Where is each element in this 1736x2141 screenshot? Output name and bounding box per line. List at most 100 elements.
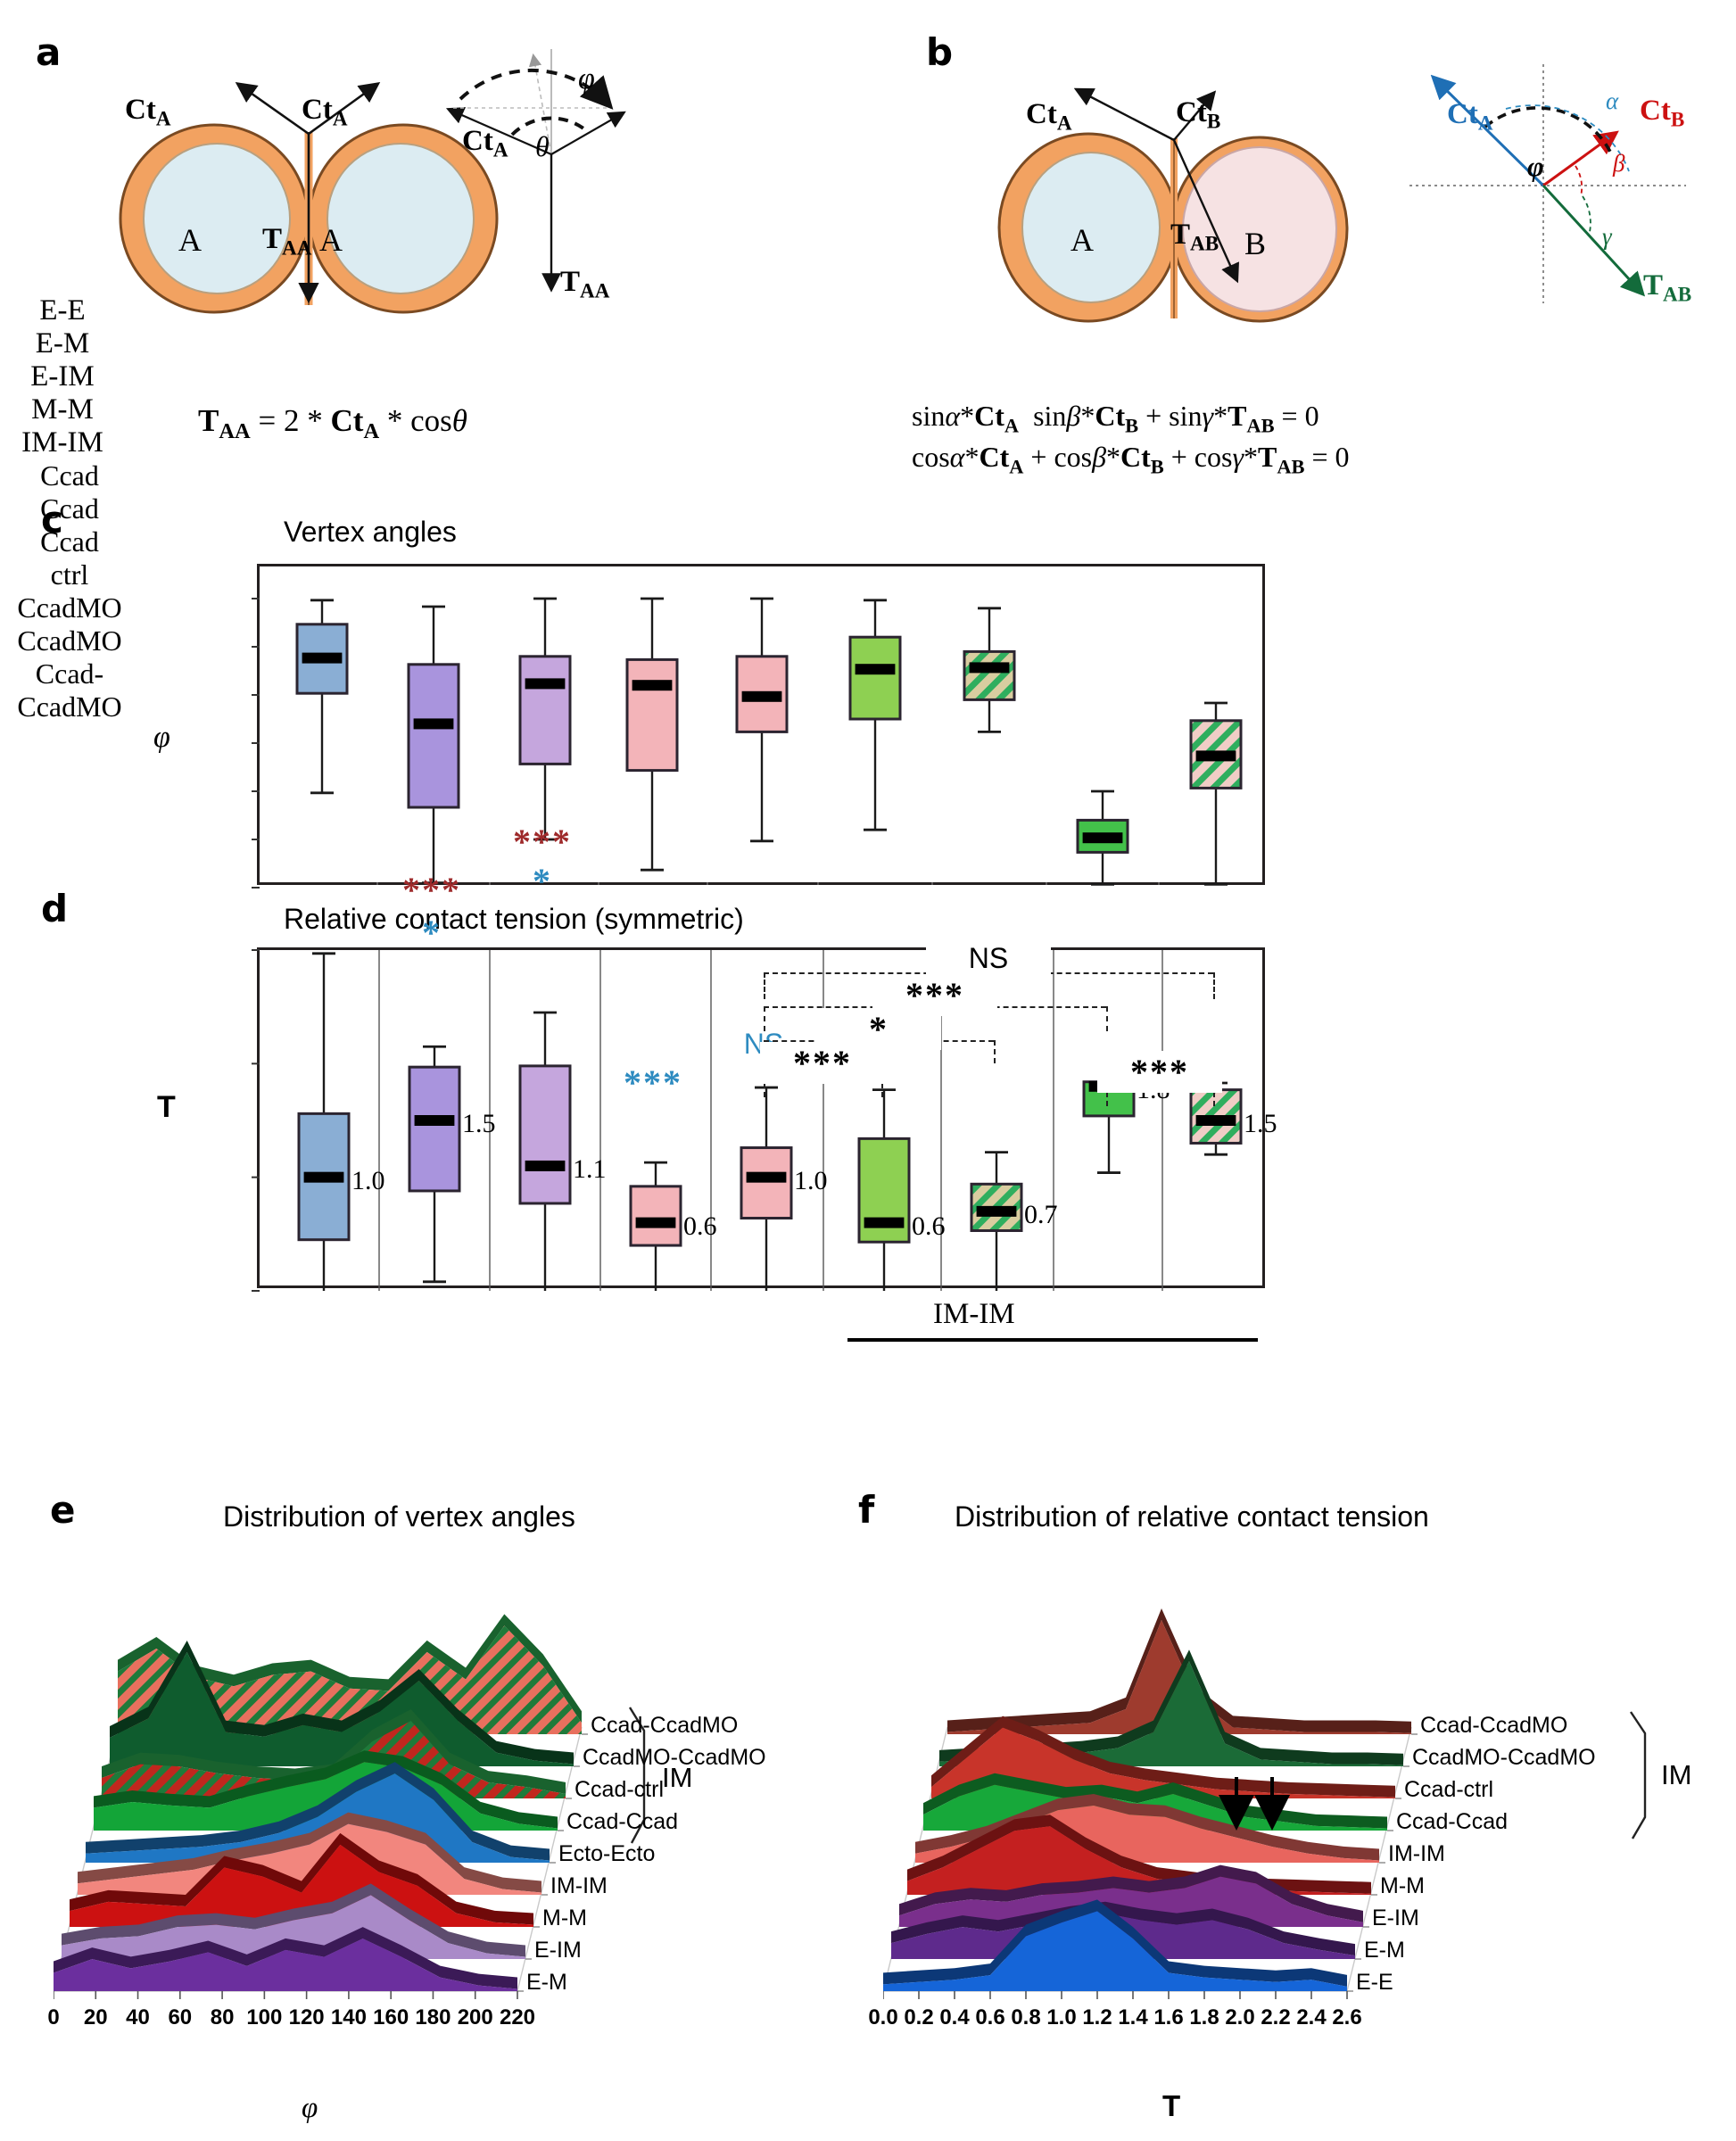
ridge-series-E-IM (899, 1864, 1363, 1927)
panel-b-gamma-label: γ (1602, 223, 1612, 250)
box-Ccad-Ccad (848, 599, 902, 831)
panel-b-vec-tAB-label: TAB (1643, 269, 1692, 306)
ridge-xtick-label: 200 (457, 2005, 493, 2029)
plotD-svg (252, 949, 1243, 1292)
ridge-xtick-label: 0.8 (1011, 2005, 1041, 2029)
panel-a-theta-label: θ (535, 130, 550, 162)
median-value-label: 1.5 (1244, 1109, 1277, 1138)
ridge-top-face (899, 1864, 1363, 1922)
ridge-top-face (907, 1814, 1371, 1894)
box-rect (963, 649, 1016, 701)
plotC-svg (252, 566, 1243, 889)
box-rect (629, 1185, 682, 1247)
ridge-series-Ccad-ctrl (102, 1708, 566, 1798)
ridge-series-CcadMO-CcadMO (110, 1641, 574, 1766)
panel-b-vec-ctB-label: CtB (1640, 95, 1685, 131)
panel-d-bracket-tick-left-1 (764, 1006, 765, 1031)
ridge-label-CcadMO-CcadMO: CcadMO-CcadMO (583, 1745, 766, 1770)
panel-d-sub-label-bottom-3: CcadMO (17, 690, 122, 723)
panel-b-cell-b: B (1244, 226, 1267, 261)
panel-b-cell-a: A (1071, 222, 1094, 258)
ridge-label-IM-IM: IM-IM (550, 1873, 608, 1898)
ridge-label-E-IM: E-IM (534, 1938, 582, 1963)
panel-b-equation-line1: sinα*CtA sinβ*CtB + sinγ*TAB = 0 (912, 400, 1319, 437)
ridge-series-E-M (54, 1927, 517, 1991)
median-bar (1082, 832, 1123, 844)
box-rect (518, 655, 572, 765)
median-bar (1195, 750, 1236, 762)
ridge-label-E-M: E-M (526, 1970, 567, 1995)
panel-d-sub-label-bottom-2: CcadMO (17, 624, 122, 657)
box-rect (848, 635, 902, 721)
panel-d-sub-label-top-0: Ccad (40, 459, 99, 492)
box-M-M (629, 1161, 682, 1291)
ridge-xtick-label: 0.6 (975, 2005, 1005, 2029)
box-rect (408, 1065, 461, 1193)
median-bar (969, 662, 1010, 674)
ridge-front-face (907, 1826, 1371, 1895)
box-rect (740, 1146, 793, 1220)
panel-d-xtick-E-E: E-E (39, 294, 86, 327)
panel-c-ylabel: φ (153, 721, 170, 754)
ridge-label-Ccad-ctrl: Ccad-ctrl (1404, 1777, 1494, 1802)
ridge-top-face (102, 1708, 566, 1794)
box-IM-IM (735, 597, 789, 843)
ridge-top-face (915, 1794, 1379, 1861)
panel-d-xtick-E-IM: E-IM (30, 360, 95, 393)
panel-d-sub-label-top-3: Ccad- (35, 657, 104, 690)
panel-f-bracket-label: IM (1661, 1759, 1692, 1790)
ridge-xtick-label: 40 (126, 2005, 150, 2029)
ridge-front-face (110, 1652, 574, 1766)
ridge-xtick-label: 0.2 (904, 2005, 934, 2029)
box-IM-IM (740, 1086, 793, 1291)
box-Ccad-CcadMO (1189, 1081, 1243, 1156)
median-bar (413, 718, 454, 730)
panel-f-ridgeline (883, 1608, 1418, 1999)
panel-d-bracket-label-3: *** (760, 1042, 885, 1084)
box-rect (518, 1064, 572, 1205)
panel-a-diagram (119, 81, 499, 314)
panel-d-bracket-label-0: NS (926, 942, 1051, 975)
box-E-M (408, 1045, 461, 1284)
panel-d-xtick-IM-IM: IM-IM (21, 426, 103, 459)
ridge-series-IM-IM (78, 1812, 541, 1895)
median-value-label: 0.6 (683, 1211, 717, 1241)
panel-a-phi-label: φ (578, 62, 595, 95)
median-bar (976, 1205, 1017, 1217)
ridge-xtick-label: 180 (415, 2005, 451, 2029)
ridge-series-Ccad-CcadMO (118, 1614, 582, 1734)
panel-e-ridgeline (54, 1614, 588, 1999)
ridge-xtick-label: 120 (288, 2005, 325, 2029)
panel-d-letter: d (41, 887, 69, 930)
ridge-front-face (931, 1727, 1395, 1798)
ridge-series-Ccad-ctrl (931, 1715, 1395, 1798)
panel-b-vector-diagram (1409, 64, 1686, 303)
ridge-series-M-M (907, 1814, 1371, 1895)
panel-c-letter: c (41, 498, 63, 541)
box-E-E (295, 599, 349, 795)
ridge-top-face (62, 1883, 525, 1957)
panel-f-letter: f (858, 1488, 875, 1532)
median-bar (525, 678, 566, 690)
median-bar (414, 1115, 455, 1126)
panel-d-sub-label-top-2: CcadMO (17, 591, 122, 624)
panel-b-letter: b (926, 30, 954, 74)
ridge-xtick-label: 160 (373, 2005, 409, 2029)
panel-e-letter: e (50, 1488, 76, 1532)
median-value-label: 0.7 (1024, 1199, 1058, 1229)
ridge-series-E-E (883, 1899, 1347, 1991)
median-bar (632, 680, 673, 691)
ridge-xtick-label: 0.4 (939, 2005, 970, 2029)
panel-d-annotation-3: * (533, 861, 552, 902)
ridge-label-E-E: E-E (1356, 1970, 1393, 1995)
box-Ccad-CcadMO (1189, 701, 1243, 886)
panel-d-ylabel: T (157, 1090, 176, 1124)
ridge-xtick-label: 2.6 (1332, 2005, 1362, 2029)
median-value-label: 1.0 (794, 1165, 828, 1195)
panel-b-label-ctA: CtA (1026, 98, 1072, 135)
box-Ccad-ctrl (963, 607, 1016, 733)
ridge-top-face (86, 1762, 550, 1861)
panel-a-cell-a-right: A (319, 222, 343, 258)
ridge-xtick-label: 2.2 (1261, 2005, 1291, 2029)
panel-d-bracket-tick-left-4 (1106, 1083, 1108, 1106)
